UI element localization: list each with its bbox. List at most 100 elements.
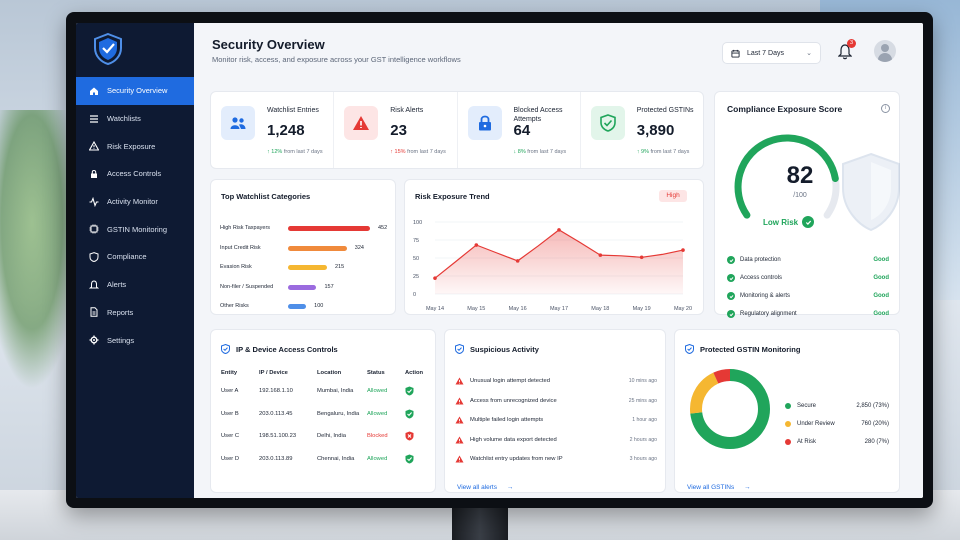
donut-segment-at-risk[interactable] bbox=[690, 369, 770, 449]
shield-check-icon[interactable] bbox=[405, 454, 414, 464]
trend-title: Risk Exposure Trend bbox=[415, 192, 490, 201]
sidebar-item-label: Security Overview bbox=[107, 86, 168, 96]
view-all-gstins-link-text[interactable]: View all GSTINs → bbox=[687, 484, 751, 491]
category-label: High Risk Taxpayers bbox=[220, 225, 271, 231]
alert-item[interactable]: Access from unrecognized device 25 mins a… bbox=[455, 396, 657, 406]
gstin-monitoring-card: Protected GSTIN Monitoring Secure 2,850 (… bbox=[674, 329, 900, 493]
legend-label: At Risk bbox=[797, 439, 817, 445]
alert-item[interactable]: High volume data export detected 2 hours … bbox=[455, 435, 657, 445]
alert-time: 3 hours ago bbox=[629, 456, 657, 462]
stat-label: Blocked Access Attempts bbox=[513, 107, 563, 123]
compliance-title: Compliance Exposure Score bbox=[727, 104, 843, 114]
warning-icon bbox=[455, 396, 464, 405]
lock-icon bbox=[467, 106, 502, 140]
legend-item: At Risk 280 (7%) bbox=[785, 439, 889, 445]
date-range-label: Last 7 Days bbox=[747, 49, 784, 57]
compliance-gauge bbox=[734, 134, 840, 219]
gstin-header: Protected GSTIN Monitoring bbox=[685, 344, 800, 354]
entity-cell: User B bbox=[221, 410, 239, 417]
trend-arrow-icon: ↓ bbox=[513, 149, 517, 155]
compliance-score-denominator: /100 bbox=[793, 192, 807, 199]
compliance-row-label: Data protection bbox=[740, 257, 781, 263]
compliance-row-label: Access controls bbox=[740, 275, 783, 281]
shield-x-icon[interactable] bbox=[405, 431, 414, 441]
location-cell: Mumbai, India bbox=[317, 388, 354, 395]
sidebar-item-watchlists[interactable]: Watchlists bbox=[76, 105, 194, 133]
sidebar-item-compliance[interactable]: Compliance bbox=[76, 243, 194, 271]
trend-point bbox=[515, 259, 520, 263]
alert-item[interactable]: Watchlist entry updates from new IP 3 hou… bbox=[455, 454, 657, 464]
shield-check-icon[interactable] bbox=[405, 386, 414, 396]
compliance-row-status: Good bbox=[873, 293, 889, 299]
category-label: Input Credit Risk bbox=[220, 244, 261, 251]
trend-point bbox=[557, 228, 561, 232]
sidebar-item-gstin-monitoring[interactable]: GSTIN Monitoring bbox=[76, 215, 194, 243]
legend-value: 2,850 (73%) bbox=[856, 403, 889, 409]
gstin-donut-chart bbox=[690, 369, 770, 449]
stat-card-risk-alerts[interactable]: Risk Alerts 23 ↑ 15% from last 7 days bbox=[334, 92, 458, 168]
date-range-select[interactable]: Last 7 Days ⌄ bbox=[722, 42, 821, 64]
table-row[interactable]: User D 203.0.113.89 Chennai, India Allowed bbox=[221, 448, 433, 471]
view-all-gstins-label: View all GSTINs bbox=[687, 484, 735, 491]
category-label: Evasion Risk bbox=[220, 264, 252, 270]
x-tick-label: May 20 bbox=[674, 306, 692, 312]
stat-card-protected-gstins[interactable]: Protected GSTINs 3,890 ↑ 9% from last 7 da… bbox=[581, 92, 703, 168]
x-tick-label: May 17 bbox=[550, 306, 568, 312]
table-row[interactable]: User A 192.168.1.10 Mumbai, India Allowed bbox=[221, 380, 433, 403]
sidebar-item-reports[interactable]: Reports bbox=[76, 299, 194, 327]
stat-change-percent: 12% bbox=[271, 149, 283, 155]
screen: Security Overview Watchlists Risk Exposure… bbox=[76, 23, 923, 498]
trend-point bbox=[681, 248, 685, 252]
compliance-row-status: Good bbox=[873, 257, 889, 263]
sidebar-item-alerts[interactable]: Alerts bbox=[76, 271, 194, 299]
ip-cell: 198.51.100.23 bbox=[259, 433, 297, 440]
risk-trend-chart: 100 75 50 25 0 May 14 May 15 May 16 May 17 May 18… bbox=[413, 220, 692, 312]
table-row[interactable]: User B 203.0.113.45 Bengaluru, India Allowe… bbox=[221, 403, 433, 426]
monitor: Security Overview Watchlists Risk Exposure… bbox=[66, 12, 933, 508]
sidebar-item-risk-exposure[interactable]: Risk Exposure bbox=[76, 132, 194, 160]
stat-card-watchlist-entries[interactable]: Watchlist Entries 1,248 ↑ 12% from last 7 … bbox=[211, 92, 335, 168]
warning-icon bbox=[455, 435, 464, 444]
alert-item[interactable]: Multiple failed login attempts 1 hour ago bbox=[455, 415, 657, 425]
shield-check-icon[interactable] bbox=[405, 409, 414, 419]
main-content: Security Overview Monitor risk, access, … bbox=[194, 23, 923, 498]
ip-cell: 192.168.1.10 bbox=[259, 388, 293, 395]
legend-dot bbox=[785, 403, 791, 409]
alert-time: 10 mins ago bbox=[628, 378, 657, 384]
alert-text: High volume data export detected bbox=[470, 436, 557, 443]
sidebar-item-label: Risk Exposure bbox=[107, 141, 156, 151]
category-bar bbox=[288, 245, 347, 251]
gstin-title: Protected GSTIN Monitoring bbox=[700, 344, 801, 354]
sidebar-item-security-overview[interactable]: Security Overview bbox=[76, 77, 194, 105]
info-icon[interactable]: i bbox=[881, 104, 890, 113]
trend-arrow-icon: ↑ bbox=[267, 149, 270, 155]
compliance-row: Data protection Good bbox=[727, 256, 889, 264]
legend-item: Secure 2,850 (73%) bbox=[785, 403, 889, 409]
sidebar-item-activity-monitor[interactable]: Activity Monitor bbox=[76, 188, 194, 216]
warning-icon bbox=[344, 106, 379, 140]
sidebar-item-access-controls[interactable]: Access Controls bbox=[76, 160, 194, 188]
sidebar-item-settings[interactable]: Settings bbox=[76, 326, 194, 354]
category-row: Evasion Risk 215 bbox=[220, 264, 390, 272]
compliance-score: 82 bbox=[786, 162, 814, 189]
suspicious-activity-card: Suspicious Activity Unusual login attemp… bbox=[444, 329, 666, 493]
y-tick-label: 100 bbox=[413, 220, 422, 226]
calendar-icon bbox=[731, 49, 740, 58]
category-value: 215 bbox=[335, 264, 345, 270]
sidebar-item-label: Access Controls bbox=[107, 169, 162, 179]
shield-logo-icon[interactable] bbox=[93, 33, 123, 65]
user-avatar[interactable] bbox=[874, 40, 896, 62]
warning-icon bbox=[455, 377, 464, 385]
x-tick-label: May 18 bbox=[591, 306, 609, 312]
category-row: Input Credit Risk 324 bbox=[220, 245, 390, 253]
entity-cell: User A bbox=[221, 388, 239, 395]
stat-value: 3,890 bbox=[636, 122, 675, 139]
action-cell bbox=[405, 403, 433, 426]
donut-segment-under-review[interactable] bbox=[690, 369, 770, 449]
stat-card-blocked-access-attempts[interactable]: Blocked Access Attempts 64 ↓ 8% from last … bbox=[458, 92, 581, 168]
table-row[interactable]: User C 198.51.100.23 Delhi, India Blocked bbox=[221, 425, 433, 448]
view-all-alerts-link[interactable]: View all alerts → bbox=[457, 484, 513, 491]
sidebar-item-label: Settings bbox=[107, 335, 135, 345]
stat-change: ↑ 15% from last 7 days bbox=[390, 149, 446, 155]
alert-item[interactable]: Unusual login attempt detected 10 mins ag… bbox=[455, 376, 657, 386]
